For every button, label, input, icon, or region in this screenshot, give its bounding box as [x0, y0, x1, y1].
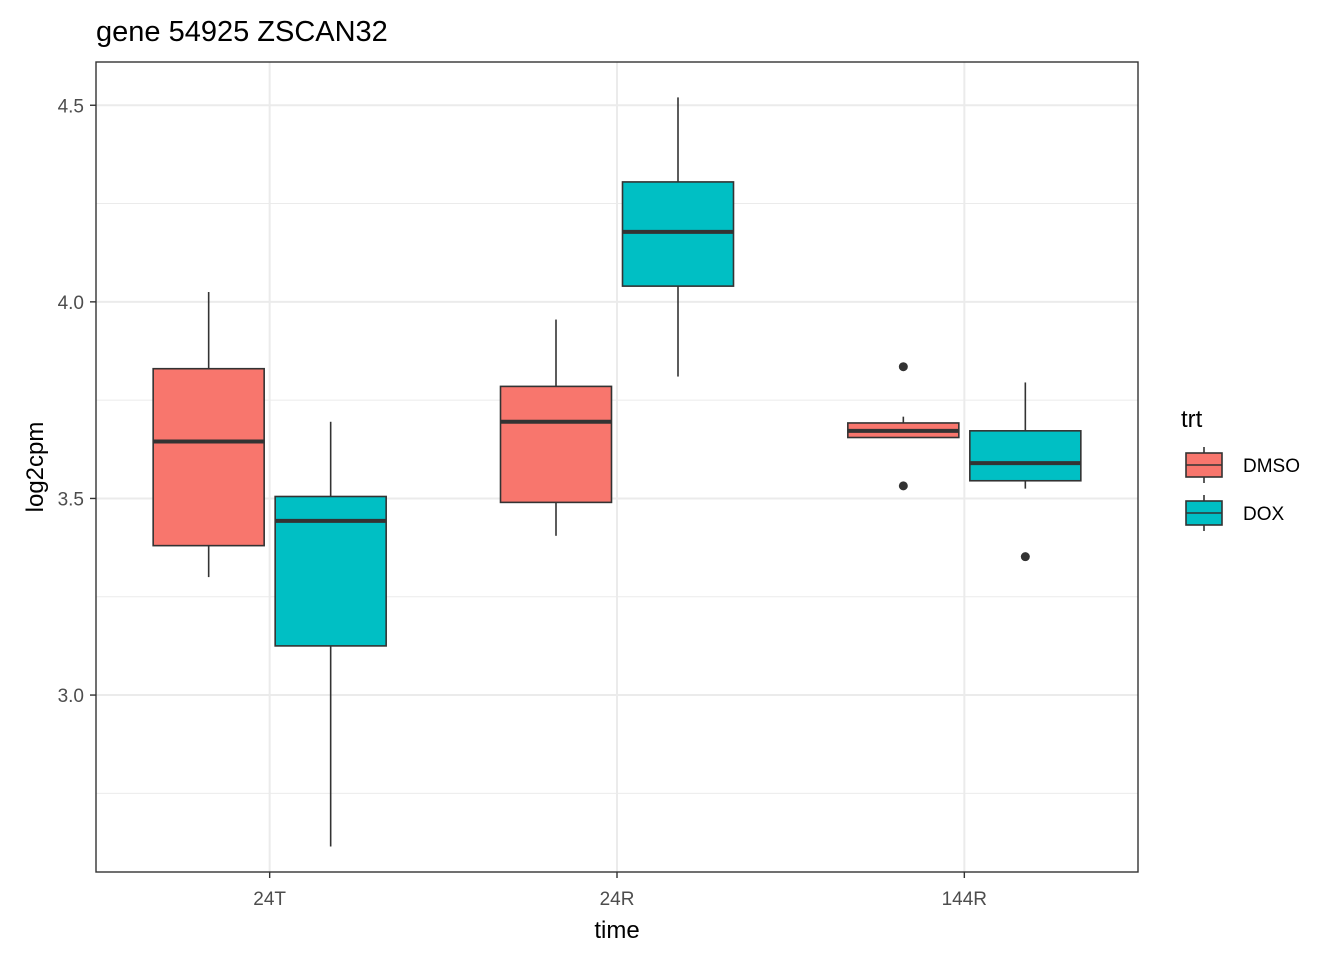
legend-title: trt — [1181, 406, 1203, 433]
x-tick-label: 24R — [600, 889, 635, 910]
box-dmso-144r — [847, 362, 960, 491]
y-tick-label: 4.0 — [58, 293, 84, 314]
plot-marks — [152, 97, 1082, 847]
legend-item-dmso: DMSO — [1185, 447, 1300, 483]
grid-lines — [96, 62, 1138, 872]
y-tick-label: 3.5 — [58, 489, 84, 510]
box-dox-144r — [969, 382, 1082, 562]
outlier-point — [898, 362, 908, 372]
box-dmso-24t — [152, 292, 265, 578]
x-tick-label: 144R — [942, 889, 987, 910]
legend-item-dox: DOX — [1185, 495, 1285, 531]
box-body — [621, 181, 735, 287]
legend-label: DMSO — [1243, 456, 1300, 477]
legend: trt DMSO DOX — [1181, 406, 1300, 531]
box-body — [152, 367, 265, 547]
x-tick-label: 24T — [253, 889, 286, 910]
y-axis-title: log2cpm — [22, 422, 49, 513]
outlier-point — [1020, 552, 1030, 562]
axes: 3.0 3.5 4.0 4.5 24T 24R 144R — [58, 96, 987, 910]
box-body — [969, 430, 1082, 482]
box-dox-24t — [274, 421, 387, 847]
box-dox-24r — [621, 97, 735, 377]
legend-label: DOX — [1243, 504, 1285, 525]
outlier-point — [898, 481, 908, 491]
box-body — [499, 385, 613, 504]
box-dmso-24r — [499, 319, 613, 536]
x-axis-title: time — [594, 917, 639, 944]
chart-title: gene 54925 ZSCAN32 — [96, 16, 388, 48]
y-tick-label: 4.5 — [58, 96, 84, 117]
y-tick-label: 3.0 — [58, 686, 84, 707]
